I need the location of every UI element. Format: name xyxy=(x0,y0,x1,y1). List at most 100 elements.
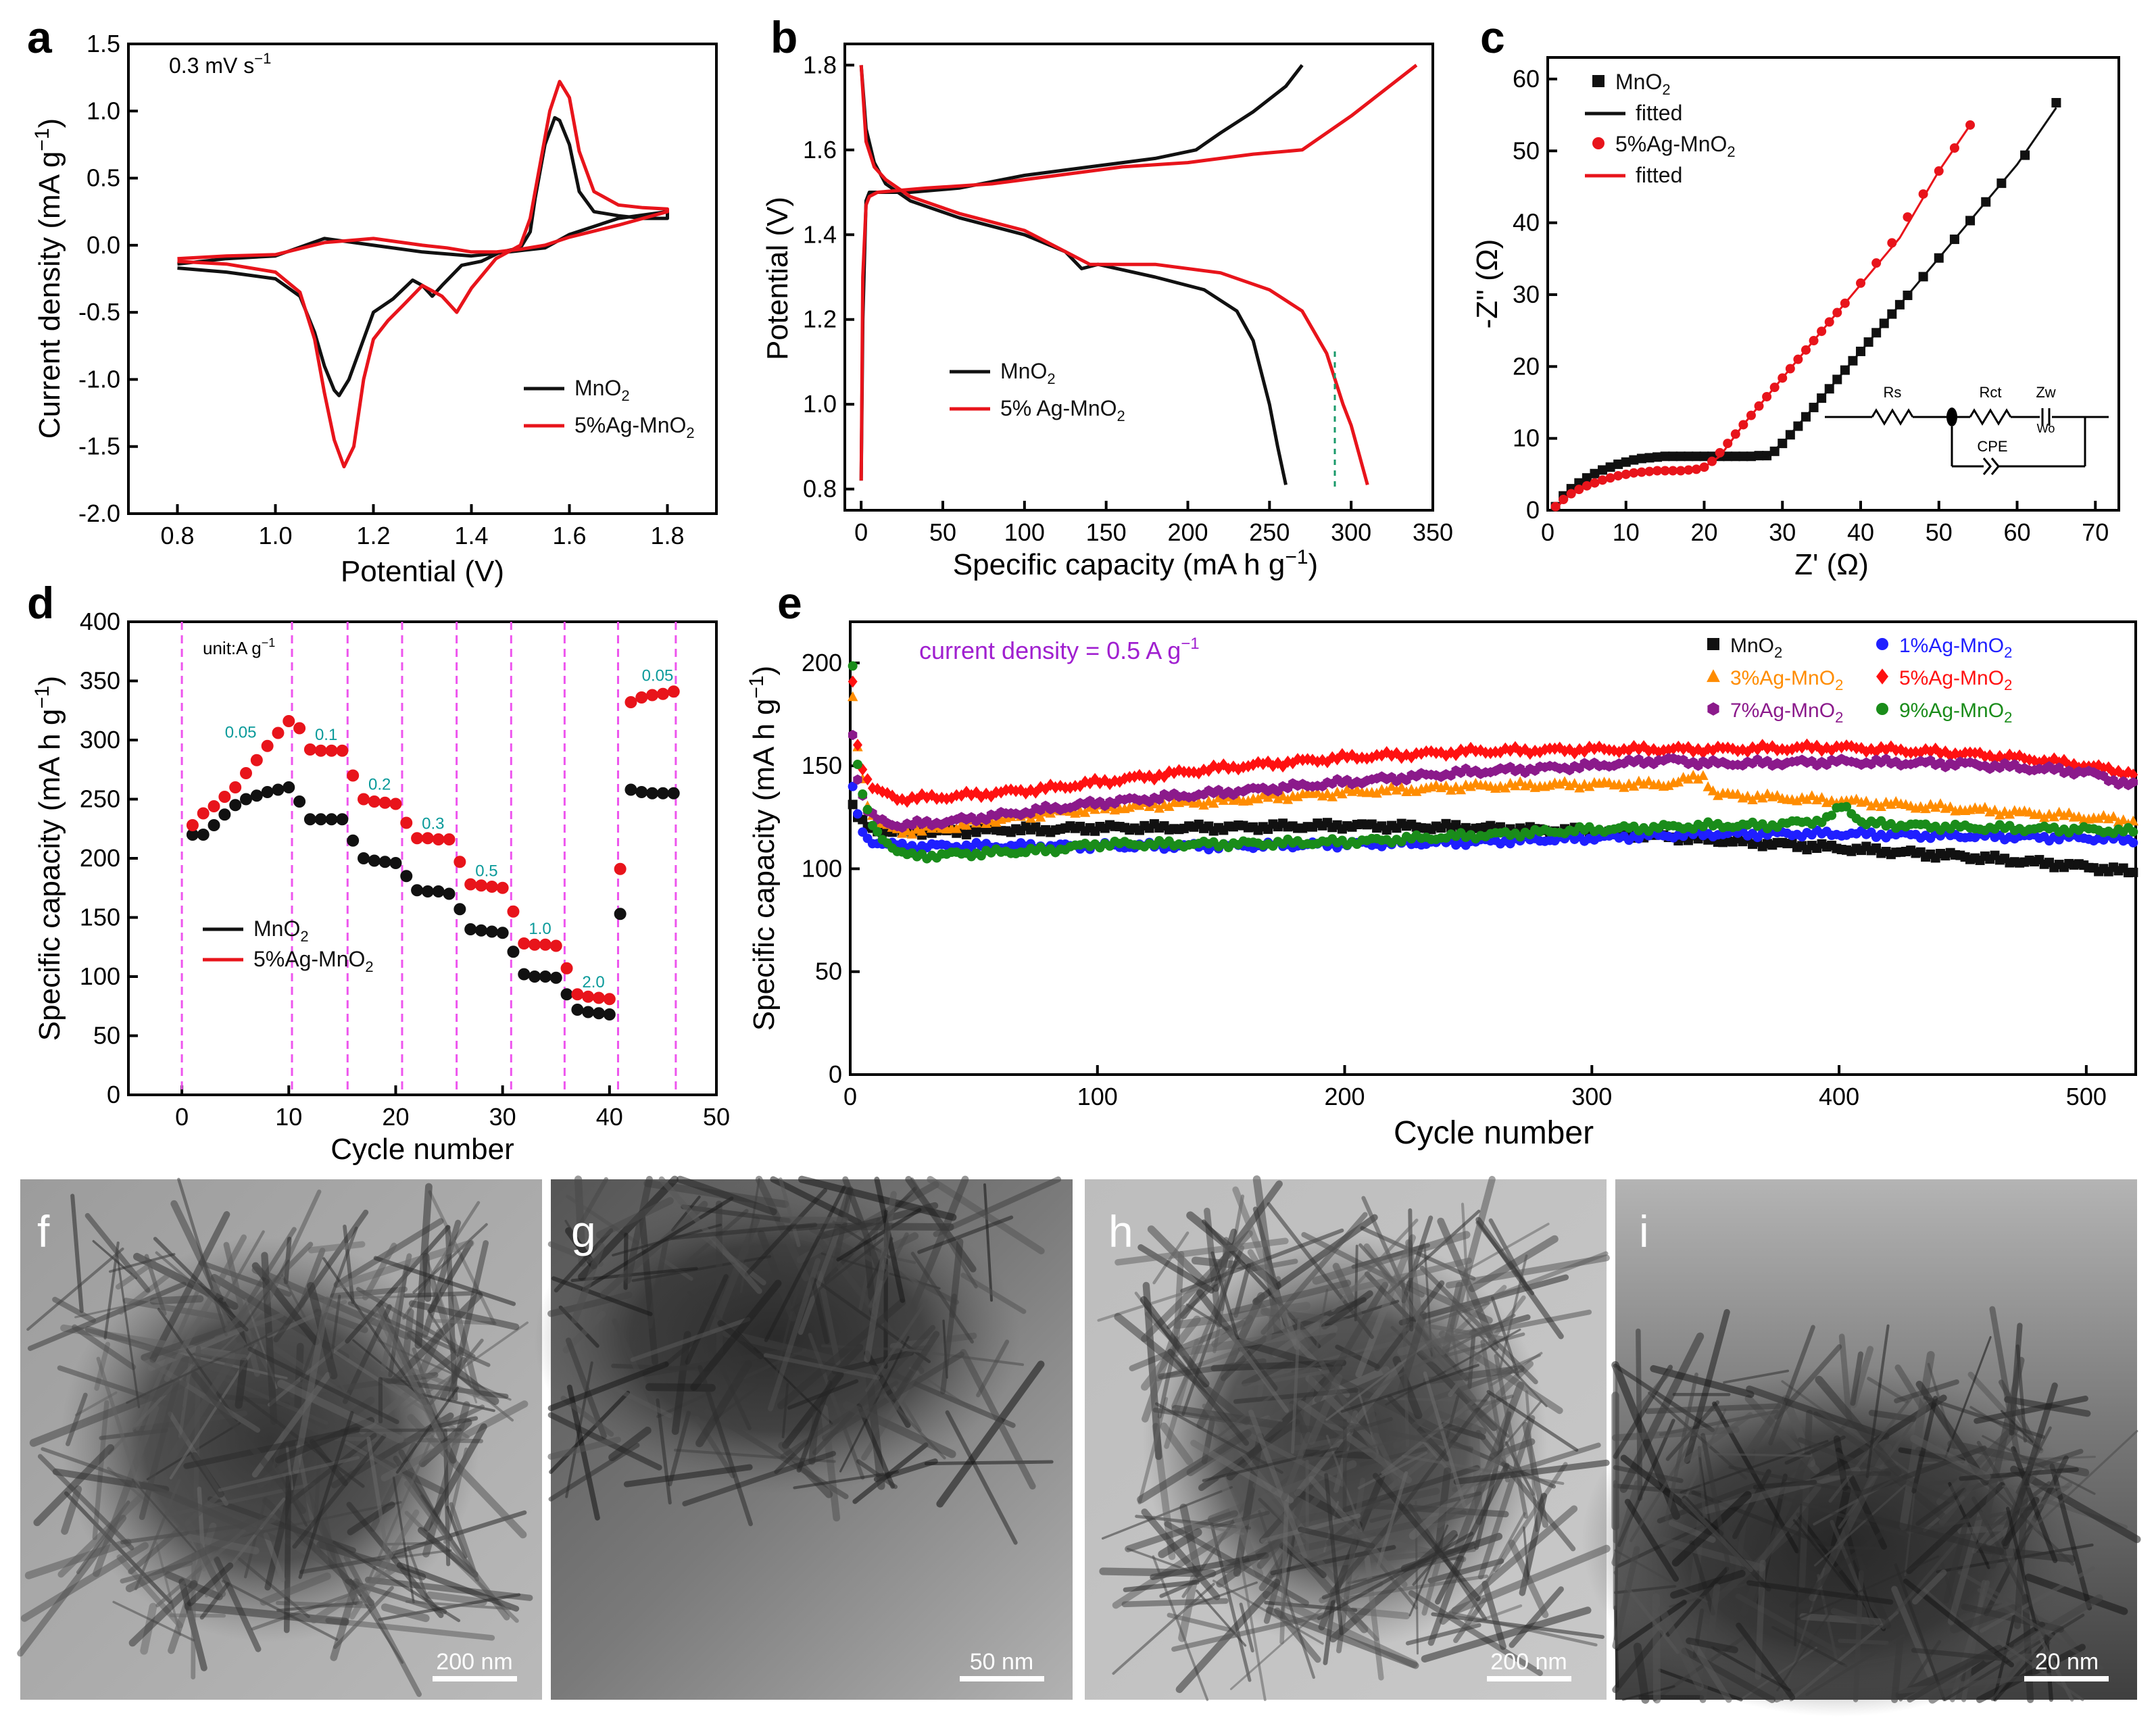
data-point xyxy=(1505,744,1515,757)
nanorod xyxy=(1855,1445,1987,1498)
data-point xyxy=(853,774,862,785)
nanorod xyxy=(194,1349,248,1360)
nanorod xyxy=(1271,1425,1355,1493)
nanorod xyxy=(1364,1555,1384,1681)
data-point xyxy=(378,796,391,809)
data-point xyxy=(624,783,637,796)
nanorod xyxy=(1907,1649,1995,1703)
nanorod xyxy=(560,1396,614,1437)
nanorod xyxy=(1990,1636,2040,1702)
x-tick-label: 100 xyxy=(1077,1083,1118,1110)
nanorod xyxy=(1910,1435,1991,1481)
nanorod xyxy=(93,1404,160,1577)
data-point xyxy=(1233,763,1244,776)
y-tick-label: 150 xyxy=(802,752,842,779)
x-axis-label: Cycle number xyxy=(330,1133,514,1166)
nanorod xyxy=(187,1562,234,1606)
nanorod xyxy=(338,1239,474,1289)
legend-label: MnO2 xyxy=(574,376,630,404)
data-point xyxy=(518,968,531,981)
scale-bar-label: 50 nm xyxy=(970,1649,1034,1675)
nanorod xyxy=(1773,1676,1826,1703)
x-tick-label: 0 xyxy=(843,1083,857,1110)
data-point xyxy=(1782,743,1792,757)
nanorod xyxy=(1363,1243,1446,1356)
nanorod xyxy=(1981,1356,2025,1527)
nanorod xyxy=(426,1591,487,1606)
data-point xyxy=(1525,747,1535,760)
nanorod xyxy=(1700,1433,1732,1575)
data-point xyxy=(848,675,858,688)
legend-label: 7%Ag-MnO2 xyxy=(1730,699,1843,726)
nanorod xyxy=(1686,1637,1738,1654)
data-point xyxy=(1747,794,1758,805)
data-point xyxy=(1079,806,1091,817)
y-tick-label: 40 xyxy=(1513,209,1540,237)
data-point xyxy=(2053,806,2065,817)
nanorod xyxy=(1689,1540,1715,1616)
current-density-annotation: current density = 0.5 A g−1 xyxy=(919,635,1200,664)
nanorod xyxy=(2002,1485,2069,1488)
nanorod xyxy=(1427,1558,1504,1583)
legend-label: fitted xyxy=(1636,163,1682,187)
nanorod xyxy=(168,1342,245,1462)
nanorod xyxy=(1401,1215,1434,1304)
data-point xyxy=(421,885,434,898)
nanorod xyxy=(332,1540,461,1623)
data-point xyxy=(261,786,274,798)
x-axis-label: Specific capacity (mA h g−1) xyxy=(953,546,1318,581)
data-point xyxy=(197,829,210,841)
data-point xyxy=(485,881,498,893)
resistor-rs-symbol xyxy=(1871,408,1914,426)
nanorod xyxy=(647,1238,669,1329)
nanorod xyxy=(131,1478,197,1552)
nanorod xyxy=(401,1308,414,1366)
nanorod xyxy=(251,1372,331,1478)
nanorod xyxy=(373,1306,445,1441)
nanorod xyxy=(572,1177,609,1237)
legend-label: fitted xyxy=(1636,101,1682,125)
data-point xyxy=(996,786,1006,799)
nanorod xyxy=(780,1380,899,1459)
nanorod xyxy=(366,1436,392,1572)
nanorod xyxy=(1711,1452,1812,1457)
y-tick-label: 300 xyxy=(80,726,120,754)
nanorod xyxy=(605,1382,672,1419)
data-point xyxy=(2038,812,2050,822)
y-tick-label: 1.6 xyxy=(803,136,837,164)
data-point xyxy=(1871,797,1882,808)
y-tick-label: 200 xyxy=(802,649,842,677)
nanorod xyxy=(1239,1602,1254,1653)
data-point xyxy=(571,988,584,1001)
nanorod xyxy=(864,1191,897,1362)
x-axis-label: Potential (V) xyxy=(341,555,504,588)
plot-series xyxy=(859,64,1418,486)
nanorod xyxy=(1611,1480,1642,1567)
data-point xyxy=(1619,782,1630,792)
data-point xyxy=(411,884,424,897)
data-point xyxy=(347,769,360,782)
data-point xyxy=(667,685,680,698)
data-point xyxy=(1575,743,1585,756)
legend: MnO2 5%Ag-MnO2 xyxy=(524,376,695,441)
nanorod xyxy=(1680,1440,1829,1494)
nanorod xyxy=(1202,1447,1339,1482)
nanorod xyxy=(808,1333,865,1480)
nanorod xyxy=(33,1444,115,1527)
nanorod xyxy=(128,1579,198,1647)
nanorod xyxy=(623,1464,753,1488)
data-point xyxy=(454,856,466,868)
nanorod xyxy=(149,1295,204,1305)
nanorod xyxy=(1445,1395,1460,1439)
data-point xyxy=(240,767,252,779)
data-point xyxy=(186,829,199,841)
data-point xyxy=(1698,770,1709,781)
data-point xyxy=(1208,797,1219,808)
nanorod xyxy=(364,1576,533,1601)
data-point xyxy=(1199,763,1209,777)
plot-series: 0.05 0.1 0.2 0.3 0.5 1.0 2.0 0.05 xyxy=(180,622,680,1095)
nanorod xyxy=(1753,1487,1910,1538)
y-tick-label: 0 xyxy=(107,1081,120,1108)
data-point xyxy=(1663,743,1673,756)
data-point xyxy=(1569,778,1580,788)
